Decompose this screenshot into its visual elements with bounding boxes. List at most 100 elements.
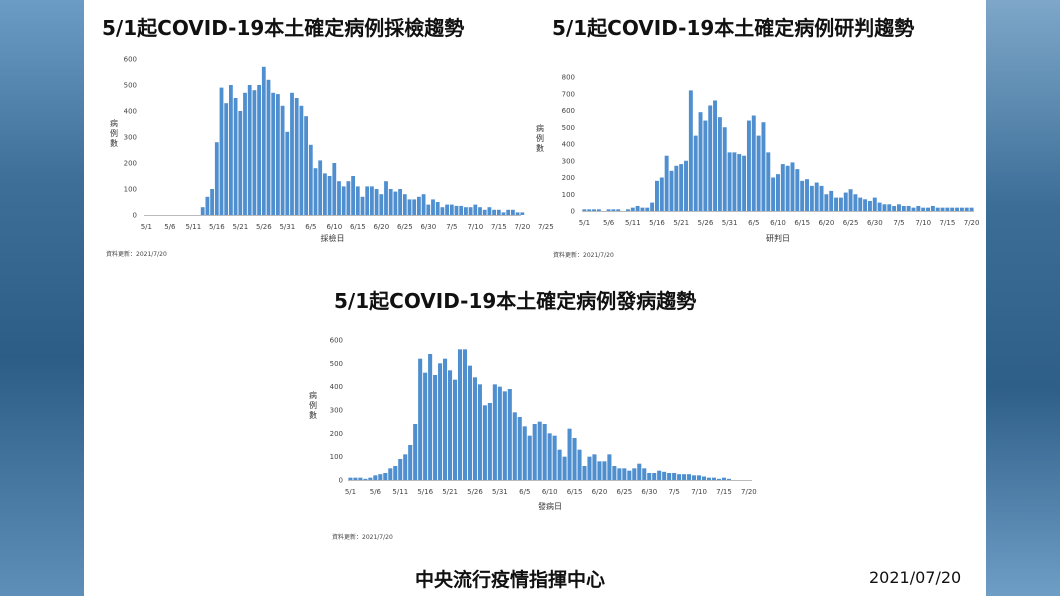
bar [697, 475, 702, 480]
bar [677, 474, 682, 480]
bar [428, 354, 433, 480]
x-tick-label: 5/16 [417, 488, 433, 496]
bar [834, 197, 839, 211]
bar [537, 421, 542, 480]
bar [417, 196, 421, 215]
x-tick-label: 7/20 [741, 488, 757, 496]
bar [843, 192, 848, 211]
bar [257, 85, 261, 215]
bar [482, 209, 487, 215]
bar [517, 417, 522, 480]
bar [640, 207, 645, 211]
bar [746, 120, 751, 211]
bar [214, 142, 219, 215]
y-tick-label: 0 [133, 212, 137, 220]
bar [582, 209, 587, 211]
bar [332, 163, 337, 215]
bar [511, 209, 515, 215]
bar [373, 475, 378, 480]
bar [955, 207, 960, 211]
bar [374, 189, 379, 215]
bar [655, 180, 659, 211]
bar [557, 449, 562, 480]
x-tick-label: 5/6 [370, 488, 382, 496]
x-tick-label: 5/1 [345, 488, 356, 496]
x-tick-label: 7/5 [893, 219, 904, 227]
bar [271, 92, 276, 215]
bar [693, 135, 698, 211]
bar [945, 207, 950, 211]
bar [662, 471, 667, 480]
bar [858, 197, 863, 211]
bar [497, 386, 502, 480]
bar [467, 365, 472, 480]
bar [950, 207, 955, 211]
x-tick-label: 6/10 [326, 223, 342, 231]
bar [882, 204, 887, 211]
bar [507, 389, 512, 480]
x-tick-label: 5/26 [698, 219, 714, 227]
bar [423, 372, 428, 480]
bar [478, 207, 482, 215]
update-note-onset: 資料更新：2021/7/20 [332, 534, 393, 541]
x-tick-label: 6/15 [794, 219, 810, 227]
x-tick-label: 6/5 [519, 488, 530, 496]
bar [435, 202, 440, 215]
bar [388, 468, 393, 480]
bar [606, 209, 611, 211]
bar [824, 194, 829, 211]
bar [853, 194, 858, 211]
bar [280, 105, 285, 215]
x-tick-label: 5/11 [392, 488, 408, 496]
bar [502, 391, 507, 480]
bar [355, 186, 360, 215]
x-tick-label: 6/5 [305, 223, 316, 231]
slide: 5/1起COVID-19本土確定病例採檢趨勢 5/1起COVID-19本土確定病… [84, 0, 986, 596]
bar [926, 207, 930, 211]
bar [717, 117, 722, 211]
bar [785, 165, 790, 211]
y-tick-label: 700 [562, 90, 575, 98]
bar [468, 207, 473, 215]
bar [577, 449, 582, 480]
bar [916, 205, 921, 211]
bar [402, 194, 407, 215]
bar [408, 445, 413, 480]
bar [393, 191, 398, 215]
bar [630, 207, 635, 211]
bar [567, 428, 572, 480]
footer-date: 2021/07/20 [869, 568, 962, 587]
x-tick-label: 5/31 [492, 488, 508, 496]
bar [602, 461, 607, 480]
bar [940, 207, 945, 211]
bar [252, 90, 257, 215]
bar [652, 473, 657, 480]
onset-chart: 0 100 200 300 400 500 600 5/1 5/6 5/11 5/16 5/21 5/2… [309, 337, 757, 512]
bar [761, 122, 766, 211]
bar [313, 168, 318, 215]
bar [452, 379, 458, 480]
bar [299, 105, 304, 215]
bar [384, 181, 388, 215]
bar [363, 478, 368, 480]
bar [448, 370, 453, 480]
bar [294, 98, 299, 215]
bar [969, 207, 974, 211]
bar [261, 66, 266, 215]
bar [388, 189, 393, 215]
x-tick-label: 6/25 [843, 219, 859, 227]
bar [443, 358, 448, 480]
bar [464, 207, 468, 215]
bar [532, 424, 537, 480]
bar [780, 164, 785, 211]
bar [698, 112, 703, 211]
bar [368, 477, 373, 480]
bar [477, 384, 482, 480]
x-axis-label: 發病日 [538, 501, 562, 511]
x-tick-label: 6/5 [748, 219, 759, 227]
background-right [986, 0, 1060, 596]
y-tick-label: 400 [330, 383, 343, 391]
bar [611, 209, 616, 211]
bar [496, 209, 501, 215]
bar [596, 209, 601, 211]
